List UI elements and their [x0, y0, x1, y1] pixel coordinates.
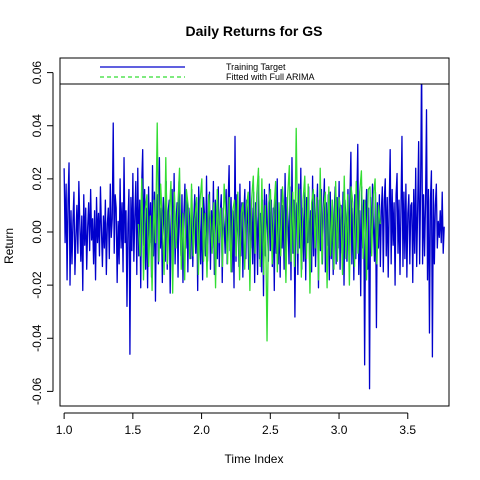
legend-label-training-target: Training Target — [226, 62, 286, 72]
y-tick-label: 0.06 — [30, 61, 44, 85]
y-tick-label: -0.02 — [30, 271, 44, 299]
x-axis-label: Time Index — [225, 452, 284, 466]
legend: Training Target Fitted with Full ARIMA — [59, 57, 450, 85]
legend-box — [59, 57, 450, 85]
x-tick-label: 1.5 — [125, 423, 142, 437]
y-tick-label: 0.02 — [30, 167, 44, 191]
y-tick-label: 0.04 — [30, 114, 44, 138]
legend-label-fitted-arima: Fitted with Full ARIMA — [226, 72, 315, 82]
x-tick-label: 3.0 — [331, 423, 348, 437]
series-layer — [63, 58, 445, 390]
y-tick-label: -0.06 — [30, 377, 44, 405]
x-axis: 1.0 1.5 2.0 2.5 3.0 3.5 — [56, 412, 416, 437]
y-tick-label: 0.00 — [30, 220, 44, 244]
x-tick-label: 3.5 — [399, 423, 416, 437]
y-tick-label: -0.04 — [30, 324, 44, 352]
chart-title: Daily Returns for GS — [186, 23, 323, 39]
y-axis: -0.06 -0.04 -0.02 0.00 0.02 0.04 0.06 — [30, 61, 54, 405]
series-line-1 — [137, 122, 381, 342]
x-tick-label: 2.5 — [262, 423, 279, 437]
chart-title-group: Daily Returns for GS — [186, 23, 323, 39]
x-tick-label: 1.0 — [56, 423, 73, 437]
y-axis-label: Return — [2, 228, 16, 264]
x-tick-label: 2.0 — [193, 423, 210, 437]
